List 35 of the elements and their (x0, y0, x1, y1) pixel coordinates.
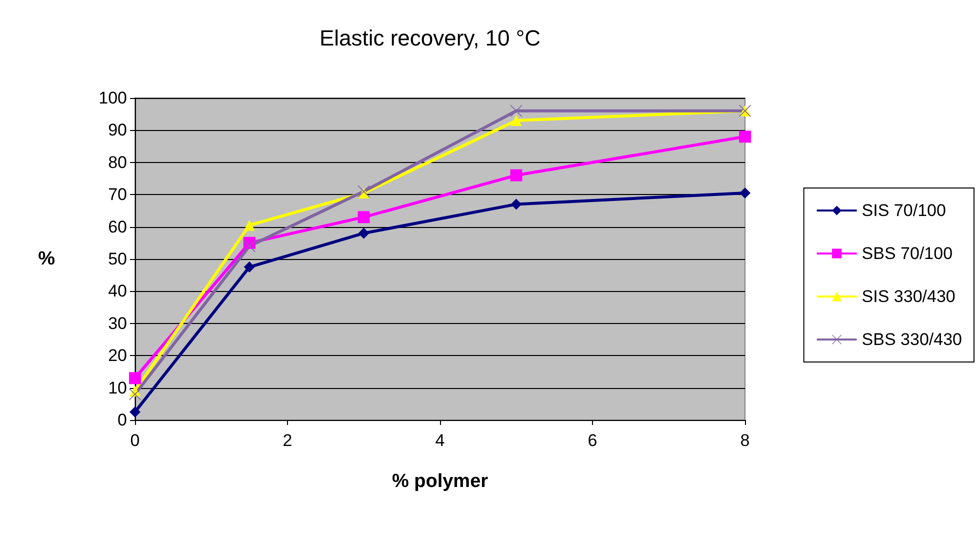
y-axis-title: % (38, 248, 56, 270)
x-tick-label: 4 (435, 431, 445, 450)
y-tick-label: 40 (108, 282, 127, 301)
point (244, 262, 255, 273)
point (510, 169, 522, 182)
legend-label: SIS 330/430 (862, 287, 956, 306)
point (739, 130, 751, 143)
x-axis-title: % polymer (392, 471, 489, 492)
legend-label: SBS 70/100 (862, 244, 953, 263)
x-tick-label: 0 (130, 431, 140, 450)
legend-label: SIS 70/100 (862, 201, 946, 220)
y-tick-label: 70 (108, 185, 127, 204)
y-tick-label: 0 (118, 410, 127, 430)
y-tick-label: 90 (108, 120, 127, 140)
point (358, 211, 370, 224)
point (129, 372, 141, 384)
y-tick-label: 100 (98, 88, 127, 108)
x-tick-label: 6 (588, 431, 598, 450)
point (243, 240, 256, 252)
y-tick-label: 50 (108, 250, 127, 268)
y-tick-label: 20 (108, 346, 127, 366)
point (510, 198, 522, 210)
x-tick-label: 8 (740, 431, 750, 450)
point (510, 115, 522, 126)
y-tick-label: 80 (108, 152, 127, 172)
legend-label: SBS 330/430 (862, 330, 962, 349)
x-tick-label: 2 (282, 431, 292, 450)
point (358, 228, 370, 239)
point (130, 406, 140, 418)
chart-title: Elastic recovery, 10 °C (319, 26, 541, 50)
y-tick-label: 30 (108, 314, 127, 333)
y-tick-label: 60 (108, 217, 127, 236)
y-tick-label: 10 (108, 378, 127, 398)
point (740, 187, 750, 198)
point (244, 220, 255, 231)
